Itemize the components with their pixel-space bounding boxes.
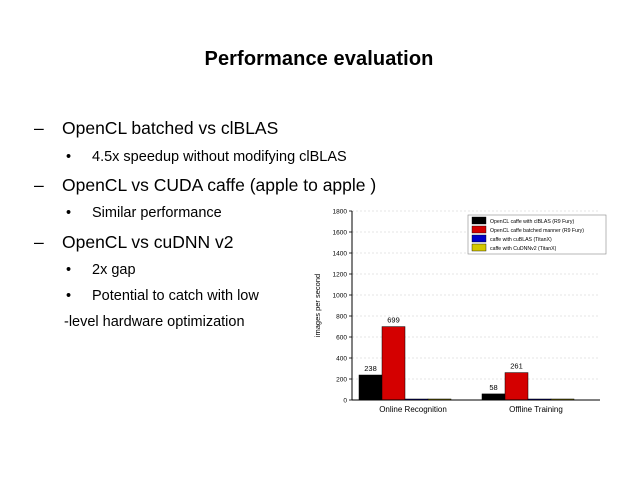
bar: [504, 372, 529, 401]
legend-swatch: [471, 216, 487, 225]
bullet-2-sub-1-text: Similar performance: [92, 205, 222, 221]
dot-glyph: •: [66, 149, 72, 165]
dash-glyph: –: [34, 175, 44, 195]
bullet-3-sub-2: • Potential to catch with low: [66, 288, 259, 304]
y-tick-label: 1200: [333, 272, 348, 279]
dot-glyph: •: [66, 288, 72, 304]
bullet-3: – OpenCL vs cuDNN v2: [34, 232, 234, 253]
y-tick-label: 1800: [333, 209, 348, 216]
bullet-3-text: OpenCL vs cuDNN v2: [62, 232, 234, 252]
x-category-label: Online Recognition: [379, 405, 447, 414]
legend-label: OpenCL caffe with clBLAS (R9 Fury): [490, 219, 574, 225]
continuation-text: -level hardware optimization: [64, 314, 245, 330]
bar: [381, 326, 406, 401]
legend-swatch: [471, 243, 487, 252]
dot-glyph: •: [66, 205, 72, 221]
y-tick-label: 1600: [333, 230, 348, 237]
legend-label: caffe with cuBLAS (TitanX): [490, 237, 552, 243]
legend-label: OpenCL caffe batched manner (R9 Fury): [490, 228, 584, 234]
bullet-1-sub-1-text: 4.5x speedup without modifying clBLAS: [92, 149, 347, 165]
bullet-3-sub-1-text: 2x gap: [92, 262, 136, 278]
y-axis-label: images per second: [313, 274, 322, 337]
bullet-3-sub-2-text: Potential to catch with low: [92, 288, 259, 304]
bullet-1: – OpenCL batched vs clBLAS: [34, 118, 278, 139]
legend-box: [467, 214, 607, 255]
y-tick-label: 1400: [333, 251, 348, 258]
dot-glyph: •: [66, 262, 72, 278]
data-label: 699: [387, 316, 400, 325]
slide-title: Performance evaluation: [204, 48, 434, 70]
legend-swatch: [471, 225, 487, 234]
y-tick-label: 600: [336, 335, 347, 342]
dash-glyph: –: [34, 118, 44, 138]
y-tick-label: 0: [343, 398, 347, 405]
y-tick-label: 1000: [333, 293, 348, 300]
bar-chart-svg: 0 200 400 600 800 1000 1200 1400 1600 1800 238 58 69…: [313, 209, 607, 414]
bullet-2: – OpenCL vs CUDA caffe (apple to apple ): [34, 175, 376, 196]
y-tick-label: 200: [336, 377, 347, 384]
bullet-3-sub-1: • 2x gap: [66, 262, 136, 278]
data-label: 261: [510, 362, 523, 371]
dash-glyph: –: [34, 232, 44, 252]
data-label: 58: [489, 383, 497, 392]
bar: [358, 374, 383, 401]
legend-swatch: [471, 234, 487, 243]
bullet-1-text: OpenCL batched vs clBLAS: [62, 118, 279, 138]
legend-label: caffe with CuDNNv2 (TitanX): [490, 246, 557, 252]
bullet-2-sub-1: • Similar performance: [66, 205, 222, 221]
y-tick-label: 800: [336, 314, 347, 321]
bar: [481, 393, 506, 401]
chart: 0 200 400 600 800 1000 1200 1400 1600 1800 238 58 69…: [310, 205, 610, 420]
bullet-1-sub-1: • 4.5x speedup without modifying clBLAS: [66, 149, 347, 165]
y-tick-label: 400: [336, 356, 347, 363]
x-category-label: Offline Training: [509, 405, 563, 414]
bullet-2-text: OpenCL vs CUDA caffe (apple to apple ): [62, 175, 377, 195]
data-label: 238: [364, 364, 377, 373]
